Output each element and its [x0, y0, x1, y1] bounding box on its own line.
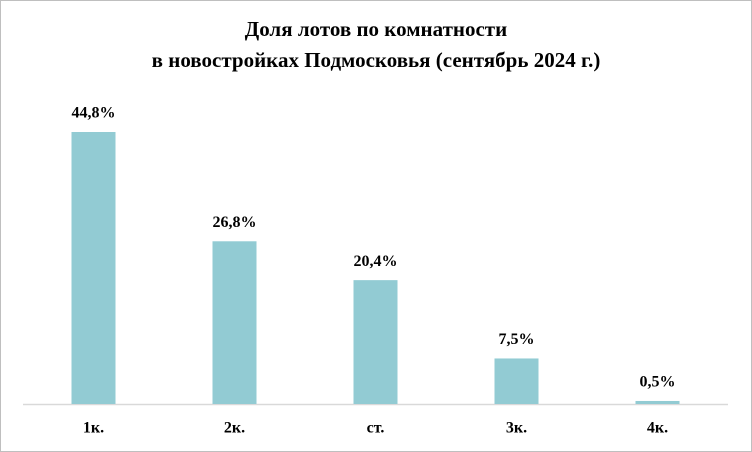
data-label: 44,8%: [72, 105, 116, 122]
data-label: 7,5%: [499, 331, 535, 348]
bar: [71, 132, 116, 404]
data-label: 20,4%: [354, 253, 398, 270]
data-label: 26,8%: [213, 214, 257, 231]
bar: [212, 241, 257, 404]
bar: [353, 280, 398, 404]
x-tick-label: 4к.: [647, 420, 668, 437]
chart-title: в новостройках Подмосковья (сентябрь 202…: [152, 48, 601, 72]
chart-title: Доля лотов по комнатности: [245, 17, 507, 41]
x-tick-label: 1к.: [83, 420, 104, 437]
data-label: 0,5%: [640, 374, 676, 391]
x-tick-label: 2к.: [224, 420, 245, 437]
x-tick-label: 3к.: [506, 420, 527, 437]
bar: [494, 358, 539, 404]
bar: [635, 400, 680, 404]
x-tick-label: ст.: [367, 420, 385, 437]
